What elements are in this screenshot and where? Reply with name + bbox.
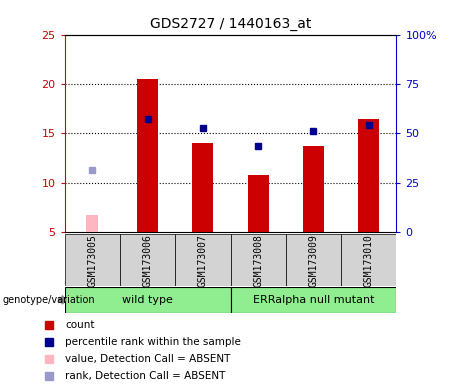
Bar	[286, 234, 341, 286]
Text: genotype/variation: genotype/variation	[2, 295, 95, 305]
Bar	[248, 175, 269, 232]
Text: GSM173007: GSM173007	[198, 234, 208, 286]
Bar	[303, 146, 324, 232]
Bar	[65, 234, 120, 286]
Text: GSM173009: GSM173009	[308, 234, 319, 286]
Bar	[86, 215, 98, 232]
Text: GSM173008: GSM173008	[253, 234, 263, 286]
Text: value, Detection Call = ABSENT: value, Detection Call = ABSENT	[65, 354, 230, 364]
Bar	[137, 79, 158, 232]
Text: count: count	[65, 320, 95, 330]
Text: GSM173006: GSM173006	[142, 234, 153, 286]
Text: GSM173010: GSM173010	[364, 234, 374, 286]
Bar	[230, 287, 396, 313]
Bar	[65, 287, 230, 313]
Text: GSM173005: GSM173005	[87, 234, 97, 286]
Text: wild type: wild type	[122, 295, 173, 305]
Bar	[120, 234, 175, 286]
Bar	[230, 234, 286, 286]
Text: percentile rank within the sample: percentile rank within the sample	[65, 337, 241, 347]
Bar	[341, 234, 396, 286]
Bar	[175, 234, 230, 286]
Title: GDS2727 / 1440163_at: GDS2727 / 1440163_at	[150, 17, 311, 31]
Text: ERRalpha null mutant: ERRalpha null mutant	[253, 295, 374, 305]
Text: rank, Detection Call = ABSENT: rank, Detection Call = ABSENT	[65, 371, 225, 381]
Bar	[192, 143, 213, 232]
Bar	[358, 119, 379, 232]
